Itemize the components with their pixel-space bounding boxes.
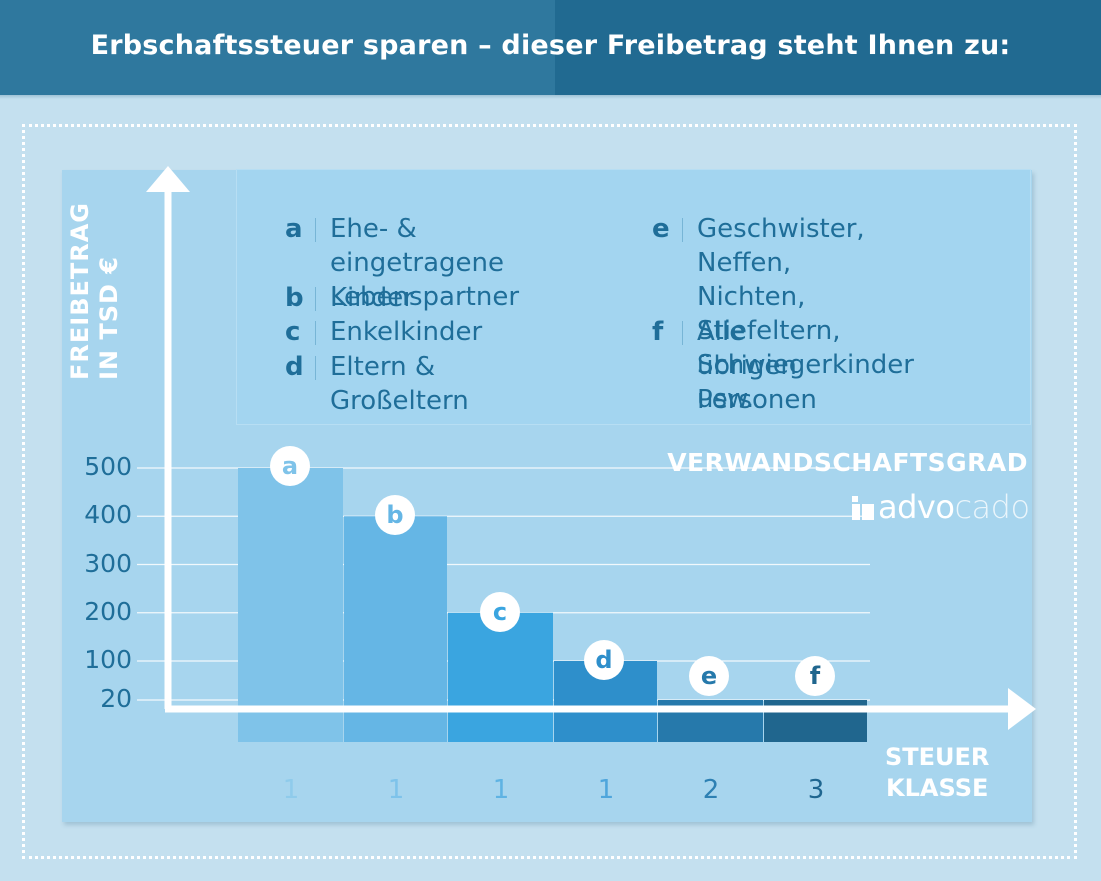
tax-class-label: 2 (703, 775, 720, 805)
tax-class-label: 1 (388, 775, 405, 805)
legend-separator (315, 287, 316, 311)
legend-separator (682, 218, 683, 242)
category-label-c: c (493, 598, 507, 626)
legend-key: e (652, 214, 670, 244)
bar-b (344, 516, 447, 742)
category-label-e: e (701, 662, 717, 690)
legend-box: a Ehe- & eingetragene Lebenspartner b Kind… (237, 170, 1030, 424)
logo-text-light: cado (954, 488, 1030, 526)
category-badge-a (270, 446, 310, 486)
category-badge-d (584, 640, 624, 680)
logo: advocado (852, 488, 1030, 526)
bar-a (238, 468, 343, 742)
dotted-frame (22, 124, 1077, 859)
category-label-f: f (810, 662, 821, 690)
category-label-d: d (595, 646, 612, 674)
legend-separator (315, 356, 316, 380)
legend-text: Geschwister, Neffen, Nichten, Stiefelter… (697, 214, 914, 414)
x-axis-title: STEUER KLASSE (885, 742, 989, 804)
tax-class-label: 1 (283, 775, 300, 805)
category-label-b: b (386, 501, 403, 529)
legend-key: c (285, 317, 301, 347)
category-badge-b (375, 495, 415, 535)
y-tick-label: 100 (84, 645, 132, 674)
legend-key: f (652, 317, 664, 347)
legend-separator (315, 321, 316, 345)
legend-separator (682, 321, 683, 345)
y-tick-label: 500 (84, 452, 132, 481)
legend-text: Enkelkinder (330, 317, 483, 347)
legend-text: Alle übrigen Personen (697, 317, 817, 415)
y-tick-label: 200 (84, 596, 132, 626)
tax-class-label: 1 (598, 775, 615, 805)
banner-left-panel (0, 0, 555, 95)
legend-text: Kinder (330, 283, 414, 313)
y-tick-label: 20 (100, 684, 132, 713)
watermark-label: VERWANDSCHAFTSGRAD (667, 448, 1028, 477)
tax-class-label: 3 (808, 775, 825, 805)
legend-text: Eltern & Großeltern (330, 352, 469, 416)
legend-key: a (285, 214, 303, 244)
legend-text: Ehe- & eingetragene Lebenspartner (330, 214, 520, 312)
page-title: Erbschaftssteuer sparen – dieser Freibet… (90, 30, 1011, 61)
legend-key: d (285, 352, 304, 382)
bar-c (448, 612, 553, 742)
category-label-a: a (282, 452, 298, 480)
category-badge-e (689, 656, 729, 696)
y-tick-label: 400 (84, 500, 132, 530)
legend-key: b (285, 283, 304, 313)
category-badge-c (480, 592, 520, 632)
x-axis-title-line1: STEUER (885, 743, 990, 771)
logo-text-dark: advo (878, 488, 955, 526)
header-banner: Erbschaftssteuer sparen – dieser Freibet… (0, 0, 1101, 95)
y-axis-arrow-icon (146, 166, 190, 192)
tax-class-label: 1 (493, 775, 510, 805)
x-axis-arrow-icon (1008, 688, 1036, 730)
legend-separator (315, 218, 316, 242)
x-axis-title-line2: KLASSE (886, 774, 989, 802)
category-badge-f (795, 656, 835, 696)
y-tick-label: 300 (84, 548, 132, 578)
banner-shadow (0, 95, 1101, 99)
